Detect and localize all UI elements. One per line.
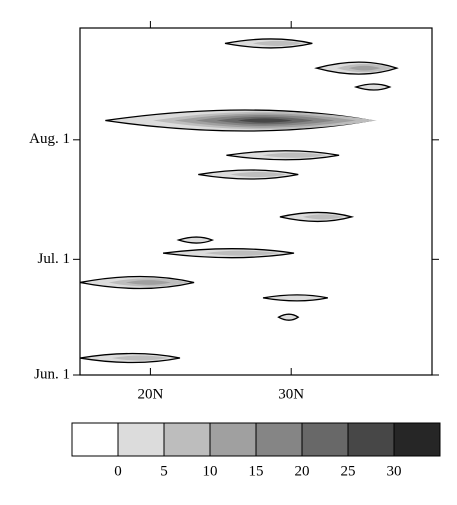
colorbar-label: 25 bbox=[341, 463, 356, 479]
contour-level bbox=[348, 65, 381, 71]
contour-level bbox=[204, 250, 279, 256]
contour-region bbox=[262, 294, 328, 302]
y-tick-label: Jul. 1 bbox=[37, 251, 70, 267]
colorbar-label: 0 bbox=[114, 463, 122, 479]
contour-level bbox=[111, 355, 169, 361]
colorbar-label: 30 bbox=[387, 463, 402, 479]
contour-level bbox=[252, 40, 303, 46]
colorbar-label: 15 bbox=[249, 463, 264, 479]
y-tick-label: Aug. 1 bbox=[29, 131, 70, 147]
contour-level bbox=[237, 118, 293, 123]
colorbar-box bbox=[255, 422, 303, 457]
colorbar-box bbox=[71, 422, 119, 457]
colorbar-box bbox=[163, 422, 211, 457]
contour-level bbox=[125, 280, 171, 285]
contour-level bbox=[262, 152, 326, 158]
colorbar-label: 5 bbox=[160, 463, 168, 479]
plot-frame bbox=[79, 27, 433, 376]
x-tick-label: 30N bbox=[278, 386, 304, 402]
contour-region bbox=[176, 236, 215, 244]
contour-level bbox=[230, 171, 287, 178]
x-tick-label: 20N bbox=[137, 386, 163, 402]
contour-level bbox=[302, 214, 344, 220]
colorbar-box bbox=[117, 422, 165, 457]
colorbar-box bbox=[347, 422, 395, 457]
contour-region bbox=[353, 83, 392, 91]
colorbar-label: 20 bbox=[295, 463, 310, 479]
colorbar-label: 10 bbox=[203, 463, 218, 479]
colorbar-box bbox=[301, 422, 349, 457]
colorbar-box bbox=[209, 422, 257, 457]
contour-region bbox=[277, 313, 300, 321]
plot-area bbox=[80, 38, 399, 364]
colorbar-box bbox=[393, 422, 441, 457]
y-tick-label: Jun. 1 bbox=[34, 366, 70, 382]
